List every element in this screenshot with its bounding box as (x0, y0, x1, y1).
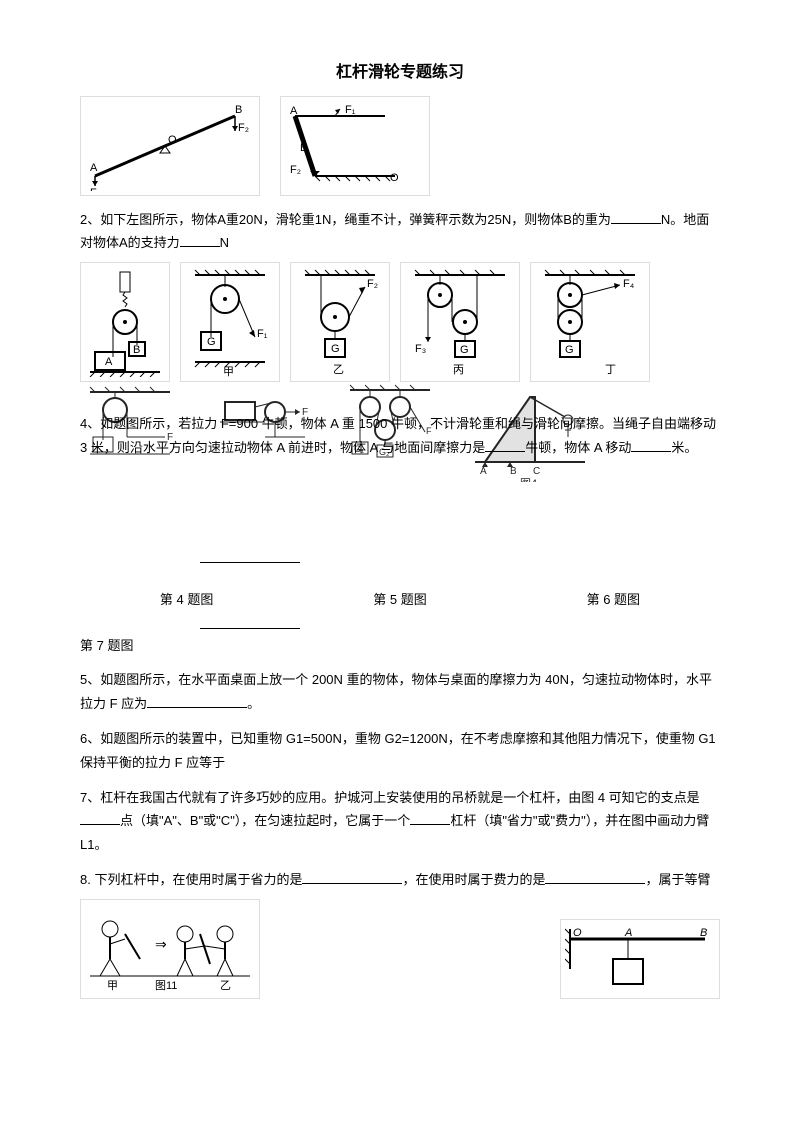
svg-text:O: O (168, 134, 177, 146)
svg-text:A: A (105, 356, 113, 368)
svg-text:B: B (700, 927, 707, 939)
q2-text-a: 2、如下左图所示，物体A重20N，滑轮重1N，绳重不计，弹簧秤示数为25N，则物… (80, 212, 611, 227)
figure-row-1: F₁ F₂ B O A A F₁ B F₂ O (80, 96, 720, 196)
q7-blank-1 (80, 811, 120, 825)
svg-text:图4: 图4 (520, 477, 537, 482)
q4-blank-1 (485, 438, 525, 452)
svg-text:F₁: F₁ (257, 328, 268, 340)
q8-fig-wrestling: ⇒ 甲 图11 乙 (80, 899, 260, 999)
caption-5: 第 5 题图 (373, 590, 426, 611)
svg-text:F₂: F₂ (290, 164, 301, 176)
q5-suffix: 。 (247, 696, 260, 711)
pulley-row: A B F₁ G 甲 (80, 262, 720, 382)
q5-blank (147, 694, 247, 708)
svg-text:O: O (390, 172, 399, 184)
caption-6: 第 6 题图 (587, 590, 640, 611)
pulley-fig-bing: F₃ G 丙 (400, 262, 520, 382)
svg-text:F₁: F₁ (90, 187, 101, 191)
q2-unit-b: N (220, 235, 229, 250)
svg-text:B: B (235, 104, 242, 116)
svg-text:A: A (480, 466, 487, 477)
caption-4: 第 4 题图 (160, 590, 213, 611)
page-title: 杠杆滑轮专题练习 (80, 60, 720, 86)
q8-text-c: ，属于等臂 (645, 872, 710, 887)
svg-text:丙: 丙 (453, 364, 464, 376)
q8-blank-2 (545, 870, 645, 884)
q8-text-b: ，在使用时属于费力的是 (402, 872, 545, 887)
svg-text:甲: 甲 (223, 366, 234, 377)
question-5: 5、如题图所示，在水平面桌面上放一个 200N 重的物体，物体与桌面的摩擦力为 … (80, 668, 720, 715)
q8-text-a: 8. 下列杠杆中，在使用时属于省力的是 (80, 872, 302, 887)
caption-7: 第 7 题图 (80, 636, 720, 657)
svg-text:A: A (90, 162, 98, 174)
svg-text:A: A (624, 927, 632, 939)
question-7: 7、杠杆在我国古代就有了许多巧妙的应用。护城河上安装使用的吊桥就是一个杠杆，由图… (80, 786, 720, 856)
q7-text-a: 7、杠杆在我国古代就有了许多巧妙的应用。护城河上安装使用的吊桥就是一个杠杆，由图… (80, 790, 700, 805)
svg-text:图11: 图11 (155, 979, 177, 992)
svg-text:B: B (300, 142, 307, 154)
question-6: 6、如题图所示的装置中，已知重物 G1=500N，重物 G2=1200N，在不考… (80, 727, 720, 774)
svg-text:F₂: F₂ (238, 122, 249, 134)
lever-figure-1: F₁ F₂ B O A (80, 96, 260, 196)
caption-block: 第 4 题图 第 5 题图 第 6 题图 第 7 题图 (80, 549, 720, 656)
svg-text:⇒: ⇒ (155, 936, 167, 952)
svg-text:B: B (510, 466, 517, 477)
lever-figure-2: A F₁ B F₂ O (280, 96, 430, 196)
q8-figure-row: ⇒ 甲 图11 乙 O A B (80, 899, 720, 999)
question-2: 2、如下左图所示，物体A重20N，滑轮重1N，绳重不计，弹簧秤示数为25N，则物… (80, 208, 720, 255)
svg-text:O: O (573, 927, 582, 939)
svg-text:乙: 乙 (220, 979, 231, 992)
svg-text:G: G (331, 343, 340, 355)
svg-text:B: B (133, 344, 140, 356)
q7-text-b: 点（填"A"、B"或"C"），在匀速拉起时，它属于一个 (120, 813, 410, 828)
q8-fig-lever-ob: O A B (560, 919, 720, 999)
question-4: 4、如题图所示，若拉力 F=900 牛顿，物体 A 重 1500 牛顿，不计滑轮… (80, 412, 720, 459)
q6-text-a: 6、如题图所示的装置中，已知重物 G1=500N，重物 G2=1200N，在不考… (80, 731, 716, 769)
pulley-fig-1: A B (80, 262, 170, 382)
q2-blank-2 (180, 233, 220, 247)
pulley-fig-ding: F₄ G 丁 (530, 262, 650, 382)
question-4-container: F F F G₁ (80, 412, 720, 459)
q4-blank-2 (631, 438, 671, 452)
svg-text:F₂: F₂ (367, 278, 378, 290)
svg-text:G: G (207, 336, 216, 348)
svg-text:C: C (533, 466, 540, 477)
svg-text:甲: 甲 (107, 980, 118, 992)
question-8: 8. 下列杠杆中，在使用时属于省力的是 ，在使用时属于费力的是 ，属于等臂 (80, 868, 720, 891)
svg-text:F₄: F₄ (623, 278, 635, 290)
svg-text:F₃: F₃ (415, 343, 426, 355)
pulley-fig-yi: F₂ G 乙 (290, 262, 390, 382)
svg-text:F₁: F₁ (345, 104, 356, 116)
q4-unit-b: 米。 (671, 440, 697, 455)
svg-text:丁: 丁 (605, 364, 616, 376)
q4-unit-a: 牛顿，物体 A 移动 (525, 440, 631, 455)
svg-text:乙: 乙 (333, 363, 344, 376)
svg-text:G: G (460, 344, 469, 356)
pulley-fig-jia: F₁ G 甲 (180, 262, 280, 382)
q2-blank-1 (611, 210, 661, 224)
svg-text:A: A (290, 105, 298, 117)
q8-blank-1 (302, 870, 402, 884)
svg-text:G: G (565, 344, 574, 356)
q7-blank-2 (410, 811, 450, 825)
